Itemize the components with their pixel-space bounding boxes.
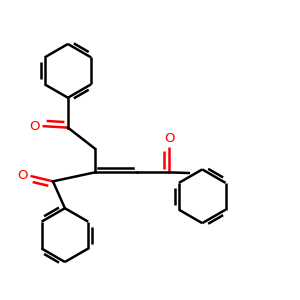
Text: O: O <box>164 132 175 145</box>
Text: O: O <box>17 169 28 182</box>
Text: O: O <box>29 120 40 133</box>
